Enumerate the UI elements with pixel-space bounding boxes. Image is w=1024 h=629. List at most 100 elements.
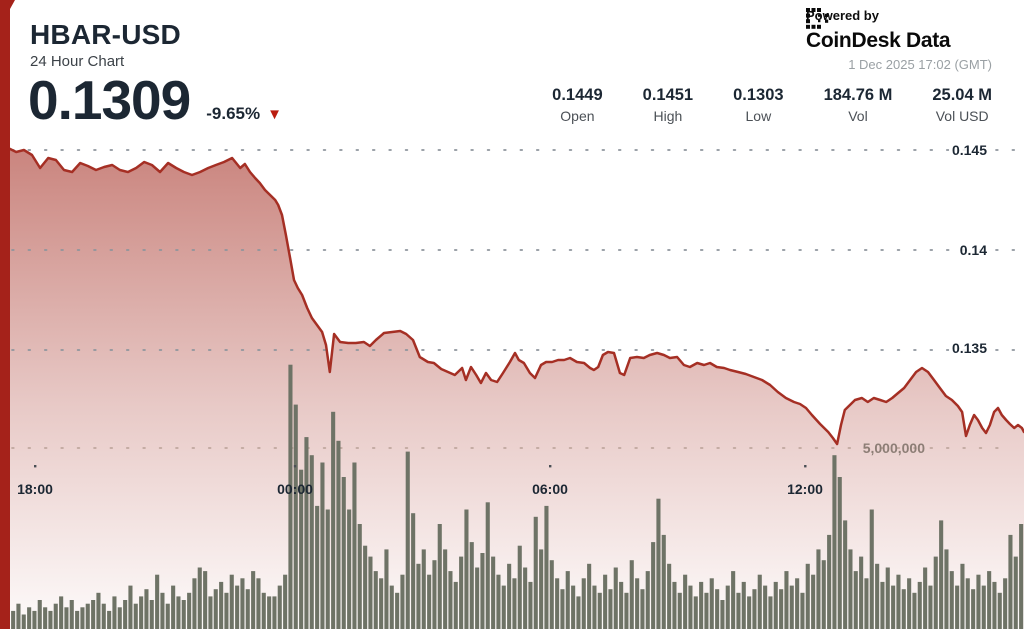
coindesk-brand[interactable]: CoinDesk Data	[806, 8, 992, 53]
volume-bar	[677, 592, 682, 629]
volume-bar	[469, 542, 474, 629]
volume-bar	[112, 596, 117, 629]
stat-high-value: 0.1451	[642, 86, 694, 104]
volume-bar	[149, 600, 154, 629]
volume-bar	[256, 578, 261, 629]
price-block: 0.1309 -9.65% ▼	[28, 69, 282, 131]
volume-bar	[315, 505, 320, 629]
volume-bar	[597, 592, 602, 629]
volume-bar	[48, 610, 53, 629]
volume-bar	[37, 600, 42, 629]
volume-bar	[549, 560, 554, 629]
volume-bar	[197, 567, 202, 629]
volume-bar	[827, 534, 832, 629]
volume-bar	[619, 581, 624, 629]
volume-bar	[331, 411, 336, 629]
volume-bar	[27, 607, 32, 629]
volume-bar	[480, 553, 485, 629]
left-accent-bar	[0, 0, 10, 629]
volume-bar	[245, 589, 250, 629]
volume-bar	[837, 477, 842, 629]
volume-bar	[923, 567, 928, 629]
volume-bar	[400, 574, 405, 629]
volume-bar	[59, 596, 64, 629]
volume-bar	[544, 505, 549, 629]
volume-bar	[875, 563, 880, 629]
volume-bar	[821, 560, 826, 629]
volume-bar	[53, 603, 58, 629]
volume-bar	[997, 592, 1002, 629]
volume-bar	[720, 600, 725, 629]
volume-bar	[507, 563, 512, 629]
volume-bar	[933, 556, 938, 629]
volume-bar	[485, 502, 490, 629]
volume-bar	[459, 556, 464, 629]
volume-bar	[656, 498, 661, 629]
volume-bar	[523, 567, 528, 629]
volume-bar	[475, 567, 480, 629]
volume-bar	[416, 563, 421, 629]
volume-bar	[155, 574, 160, 629]
volume-bar	[571, 585, 576, 629]
volume-bar	[91, 600, 96, 629]
volume-bar	[165, 603, 170, 629]
volume-bar	[880, 581, 885, 629]
volume-bar	[267, 596, 272, 629]
volume-bar	[379, 578, 384, 629]
current-price: 0.1309	[28, 69, 191, 131]
volume-bar	[517, 545, 522, 629]
volume-bar	[608, 589, 613, 629]
volume-bar	[384, 549, 389, 629]
volume-bar	[144, 589, 149, 629]
volume-bar	[32, 610, 37, 629]
volume-bar	[421, 549, 426, 629]
volume-bar	[944, 549, 949, 629]
chart-subtitle: 24 Hour Chart	[30, 52, 125, 70]
volume-bar	[11, 610, 16, 629]
volume-bar	[16, 603, 21, 629]
volume-bar	[528, 581, 533, 629]
volume-bar	[843, 520, 848, 629]
volume-bar	[341, 477, 346, 629]
volume-bar	[101, 603, 106, 629]
volume-bar	[587, 563, 592, 629]
volume-bar	[859, 556, 864, 629]
volume-bar	[699, 581, 704, 629]
stat-low-value: 0.1303	[733, 86, 784, 104]
volume-bar	[613, 567, 618, 629]
volume-bar	[928, 585, 933, 629]
volume-bar	[325, 509, 330, 629]
volume-bar	[539, 549, 544, 629]
volume-bar	[800, 592, 805, 629]
header: HBAR-USD 24 Hour Chart	[30, 19, 181, 70]
volume-bar	[309, 455, 314, 629]
volume-bar	[181, 600, 186, 629]
x-axis-tick-1200: 12:00	[787, 481, 823, 497]
volume-bar	[704, 592, 709, 629]
x-axis-tick-dot-3	[804, 465, 807, 468]
volume-bar	[501, 585, 506, 629]
volume-bar	[139, 596, 144, 629]
volume-bar	[560, 589, 565, 629]
stat-volume-usd-value: 25.04 M	[932, 86, 992, 104]
volume-bar	[891, 585, 896, 629]
chart-timestamp: 1 Dec 2025 17:02 (GMT)	[848, 57, 992, 72]
x-axis-tick-dot-0	[34, 465, 37, 468]
volume-bar	[688, 585, 693, 629]
volume-bar	[971, 589, 976, 629]
left-accent-bar-wedge	[10, 0, 15, 9]
volume-bar	[736, 592, 741, 629]
volume-bar	[352, 462, 357, 629]
volume-bar	[304, 437, 309, 629]
volume-bar	[693, 596, 698, 629]
volume-bar	[768, 596, 773, 629]
volume-bar	[725, 585, 730, 629]
volume-bar	[395, 592, 400, 629]
volume-bar	[288, 364, 293, 629]
volume-bar	[491, 556, 496, 629]
volume-bar	[133, 603, 138, 629]
volume-bar	[85, 603, 90, 629]
x-axis-tick-dot-2	[549, 465, 552, 468]
volume-bar	[629, 560, 634, 629]
y-axis-tick-0145: 0.145	[948, 142, 990, 158]
